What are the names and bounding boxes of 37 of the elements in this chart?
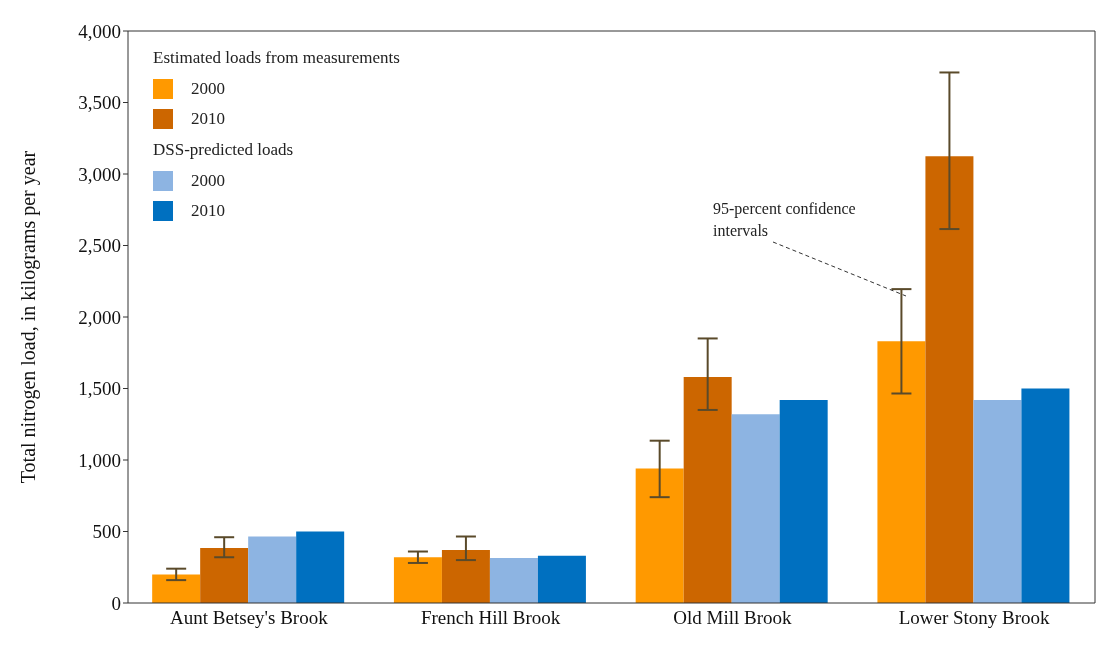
bar — [152, 574, 201, 603]
bar — [973, 399, 1022, 603]
bar — [683, 377, 732, 603]
bar — [877, 341, 926, 603]
annotation: DSS-predicted loads — [153, 140, 295, 160]
bar — [635, 468, 684, 603]
y-tick-label: 3,000 — [78, 163, 121, 185]
y-tick-label: 4,000 — [78, 20, 121, 42]
annotation: 95-percent confidence intervals — [713, 199, 857, 241]
y-axis-title: Total nitrogen load, in kilograms per year — [17, 150, 41, 484]
x-tick-label: Aunt Betsey's Brook — [170, 607, 329, 629]
bar — [537, 555, 586, 603]
legend-label: 2010 — [191, 109, 225, 129]
bar — [731, 414, 780, 603]
legend-label: 2000 — [191, 171, 225, 191]
x-tick-label: Lower Stony Brook — [898, 607, 1051, 629]
bar — [489, 557, 538, 603]
x-tick-label: Old Mill Brook — [673, 607, 792, 629]
legend-label: 2010 — [191, 201, 225, 221]
bar — [925, 156, 974, 603]
bar — [779, 399, 828, 603]
bar — [441, 550, 490, 603]
y-tick-label: 2,000 — [78, 306, 121, 328]
legend-label: 2000 — [191, 79, 225, 99]
y-tick-label: 0 — [111, 592, 121, 614]
bar — [393, 557, 442, 603]
annotation: Estimated loads from measurements — [153, 48, 400, 68]
bar — [248, 536, 297, 603]
x-tick-label: French Hill Brook — [420, 607, 561, 629]
bar — [1021, 388, 1070, 603]
y-tick-label: 500 — [92, 521, 121, 543]
bar — [296, 531, 345, 603]
y-tick-label: 1,500 — [78, 378, 121, 400]
bar — [200, 547, 249, 603]
y-tick-label: 2,500 — [78, 235, 121, 257]
y-tick-label: 1,000 — [78, 449, 121, 471]
y-tick-label: 3,500 — [78, 92, 121, 114]
